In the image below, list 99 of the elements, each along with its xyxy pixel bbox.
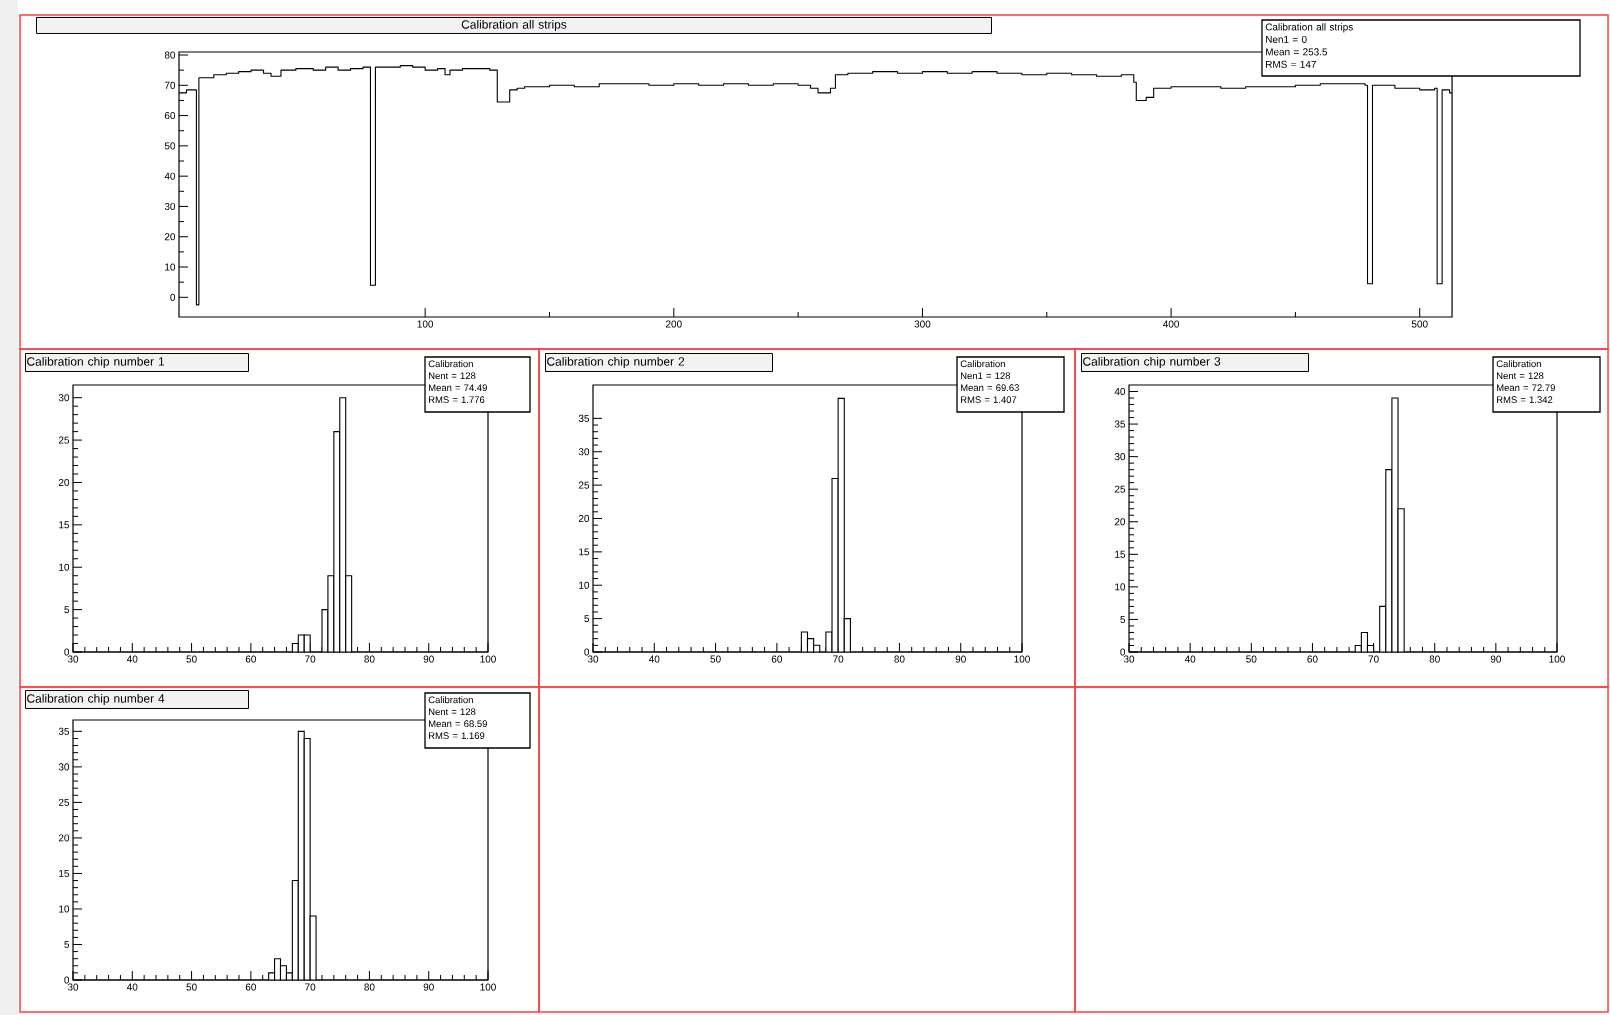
chart-title: Calibration all strips <box>461 19 567 32</box>
y-tick-label: 20 <box>58 478 70 486</box>
y-tick-label: 10 <box>59 905 70 913</box>
x-tick-label: 300 <box>914 320 931 328</box>
y-tick-label: 0 <box>64 648 70 656</box>
annotation: RMS = 1.169 <box>428 732 485 740</box>
x-tick-label: 80 <box>364 655 375 663</box>
y-tick-label: 40 <box>1114 387 1126 396</box>
text: Calibration <box>1496 360 1541 368</box>
y-tick-label: 25 <box>1114 485 1126 493</box>
y-tick-label: 30 <box>578 448 590 456</box>
y-tick-label: 15 <box>1115 550 1126 558</box>
y-tick-label: 35 <box>1114 420 1126 428</box>
y-tick-label: 20 <box>1114 518 1126 526</box>
x-tick-label: 50 <box>1246 655 1257 663</box>
y-tick-label: 30 <box>58 394 70 402</box>
text: Calibration <box>428 696 473 704</box>
y-tick-label: 60 <box>164 112 176 120</box>
text: Nent = 128 <box>428 372 476 380</box>
text: Nent = 128 <box>428 708 476 716</box>
y-tick-label: 25 <box>58 798 70 806</box>
annotation: Mean = 253.5 <box>1266 48 1328 56</box>
x-tick-label: 70 <box>833 655 844 663</box>
x-tick-label: 500 <box>1411 320 1428 328</box>
y-tick-label: 35 <box>58 727 70 735</box>
x-tick-label: 100 <box>480 983 496 991</box>
x-tick-label: 70 <box>1368 655 1379 663</box>
text: Calibration all strips <box>1265 23 1353 33</box>
y-tick-label: 70 <box>164 81 176 89</box>
x-tick-label: 100 <box>480 655 496 663</box>
x-tick-label: 400 <box>1163 320 1180 328</box>
y-tick-label: 0 <box>584 648 590 656</box>
y-tick-label: 20 <box>164 233 176 241</box>
chart-title: Calibration chip number 1 <box>27 356 165 369</box>
x-tick-label: 100 <box>417 320 434 328</box>
y-tick-label: 30 <box>1114 453 1126 461</box>
x-tick-label: 60 <box>245 655 257 663</box>
y-tick-label: 5 <box>64 606 70 614</box>
annotation: RMS = 1.342 <box>1497 396 1553 404</box>
annotation: Mean = 68.59 <box>428 720 487 728</box>
x-tick-label: 40 <box>126 655 138 663</box>
y-tick-label: 25 <box>58 436 70 444</box>
y-tick-label: 15 <box>59 521 70 529</box>
y-tick-label: 50 <box>164 142 176 150</box>
text: Calibration <box>960 360 1005 368</box>
chart-title: Calibration chip number 3 <box>1083 356 1221 369</box>
annotation: Mean = 72.79 <box>1497 384 1555 392</box>
y-tick-label: 10 <box>579 581 590 589</box>
x-tick-label: 50 <box>186 655 197 663</box>
x-tick-label: 80 <box>364 983 375 991</box>
y-tick-label: 80 <box>164 51 176 59</box>
x-tick-label: 80 <box>1429 655 1440 663</box>
y-tick-label: 35 <box>578 414 590 422</box>
y-tick-label: 40 <box>164 172 176 180</box>
text: Nent = 128 <box>1497 372 1544 380</box>
x-tick-label: 100 <box>1014 655 1030 663</box>
y-tick-label: 20 <box>578 514 590 523</box>
x-tick-label: 60 <box>1307 655 1318 663</box>
x-tick-label: 60 <box>245 983 257 991</box>
y-tick-label: 10 <box>1115 583 1126 591</box>
x-tick-label: 90 <box>423 983 434 991</box>
y-tick-label: 30 <box>164 202 176 210</box>
chart-title: Calibration chip number 4 <box>27 693 165 706</box>
y-tick-label: 5 <box>64 941 70 948</box>
y-tick-label: 20 <box>58 834 70 842</box>
y-tick-label: 5 <box>1120 615 1126 623</box>
x-tick-label: 50 <box>710 655 721 663</box>
annotation: RMS = 147 <box>1266 60 1316 68</box>
y-tick-label: 15 <box>579 548 590 556</box>
text: Calibration <box>428 360 473 368</box>
x-tick-label: 40 <box>648 655 660 663</box>
x-tick-label: 40 <box>126 983 138 991</box>
text: Nen1 = 0 <box>1266 35 1307 43</box>
y-tick-label: 30 <box>58 763 70 771</box>
x-tick-label: 90 <box>955 655 966 663</box>
annotation: RMS = 1.407 <box>960 396 1017 404</box>
x-tick-label: 80 <box>894 655 905 663</box>
y-tick-label: 0 <box>1120 648 1126 656</box>
annotation: Mean = 69.63 <box>960 384 1019 392</box>
y-tick-label: 5 <box>584 615 590 623</box>
chart-title: Calibration chip number 2 <box>547 356 685 369</box>
y-tick-label: 0 <box>64 976 70 984</box>
y-tick-label: 0 <box>170 293 176 301</box>
x-tick-label: 100 <box>1549 655 1565 663</box>
x-tick-label: 50 <box>186 983 197 991</box>
x-tick-label: 70 <box>305 655 316 663</box>
annotation: Mean = 74.49 <box>428 384 487 392</box>
x-tick-label: 90 <box>423 655 434 663</box>
y-tick-label: 10 <box>59 563 70 571</box>
x-tick-label: 200 <box>665 320 682 328</box>
text: Nen1 = 128 <box>960 372 1011 380</box>
x-tick-label: 40 <box>1184 655 1196 663</box>
y-tick-label: 15 <box>59 869 70 877</box>
y-tick-label: 25 <box>578 481 590 489</box>
x-tick-label: 90 <box>1490 655 1502 663</box>
y-tick-label: 10 <box>165 263 176 271</box>
annotation: RMS = 1.776 <box>428 396 485 404</box>
x-tick-label: 60 <box>771 655 783 663</box>
x-tick-label: 70 <box>305 983 316 991</box>
